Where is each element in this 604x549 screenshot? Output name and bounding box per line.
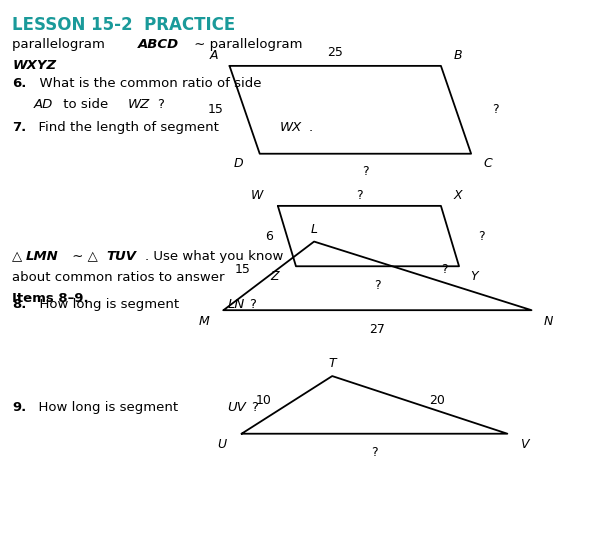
- Text: 15: 15: [208, 103, 223, 116]
- Text: V: V: [520, 438, 528, 451]
- Text: D: D: [234, 157, 243, 170]
- Text: .: .: [309, 121, 312, 134]
- Text: What is the common ratio of side: What is the common ratio of side: [31, 77, 261, 90]
- Text: 8.: 8.: [12, 298, 27, 311]
- Text: M: M: [199, 315, 210, 328]
- Text: How long is segment: How long is segment: [31, 298, 183, 311]
- Text: UV: UV: [227, 401, 246, 414]
- Text: WX: WX: [280, 121, 302, 134]
- Text: Z: Z: [271, 270, 279, 283]
- Text: ABCD: ABCD: [137, 38, 179, 52]
- Text: Y: Y: [471, 270, 478, 283]
- Text: 25: 25: [327, 46, 343, 59]
- Text: ∼ parallelogram: ∼ parallelogram: [190, 38, 303, 52]
- Text: W: W: [251, 189, 263, 203]
- Text: ?: ?: [478, 229, 485, 243]
- Text: about common ratios to answer: about common ratios to answer: [12, 271, 225, 284]
- Text: ∼ △: ∼ △: [68, 250, 97, 263]
- Text: 7.: 7.: [12, 121, 27, 134]
- Text: ?: ?: [492, 103, 499, 116]
- Text: ?: ?: [362, 165, 368, 178]
- Text: 15: 15: [235, 262, 251, 276]
- Text: N: N: [544, 315, 553, 328]
- Text: ?: ?: [441, 262, 448, 276]
- Text: LESSON 15-2  PRACTICE: LESSON 15-2 PRACTICE: [12, 16, 236, 35]
- Text: How long is segment: How long is segment: [30, 401, 183, 414]
- Text: 9.: 9.: [12, 401, 27, 414]
- Text: ?: ?: [249, 298, 256, 311]
- Text: to side: to side: [59, 98, 112, 111]
- Text: 6: 6: [265, 229, 273, 243]
- Text: ?: ?: [374, 279, 381, 292]
- Text: LN: LN: [227, 298, 245, 311]
- Text: ?: ?: [251, 401, 259, 414]
- Text: . Use what you know: . Use what you know: [145, 250, 283, 263]
- Text: ?: ?: [371, 446, 378, 460]
- Text: 20: 20: [429, 394, 445, 407]
- Text: C: C: [484, 157, 492, 170]
- Text: L: L: [310, 223, 318, 236]
- Text: Find the length of segment: Find the length of segment: [30, 121, 223, 134]
- Text: AD: AD: [34, 98, 53, 111]
- Text: WZ: WZ: [128, 98, 150, 111]
- Text: A: A: [210, 49, 219, 63]
- Text: 6.: 6.: [12, 77, 27, 90]
- Text: U: U: [217, 438, 227, 451]
- Text: T: T: [329, 357, 336, 371]
- Text: 10: 10: [256, 394, 272, 407]
- Text: Items 8–9.: Items 8–9.: [12, 292, 89, 305]
- Text: △: △: [12, 250, 22, 263]
- Text: TUV: TUV: [106, 250, 136, 263]
- Text: parallelogram: parallelogram: [12, 38, 109, 52]
- Text: LMN: LMN: [25, 250, 58, 263]
- Text: 27: 27: [370, 323, 385, 336]
- Text: X: X: [454, 189, 462, 203]
- Text: ?: ?: [157, 98, 164, 111]
- Text: ?: ?: [356, 189, 362, 202]
- Text: WXYZ: WXYZ: [12, 59, 56, 72]
- Text: B: B: [454, 49, 462, 63]
